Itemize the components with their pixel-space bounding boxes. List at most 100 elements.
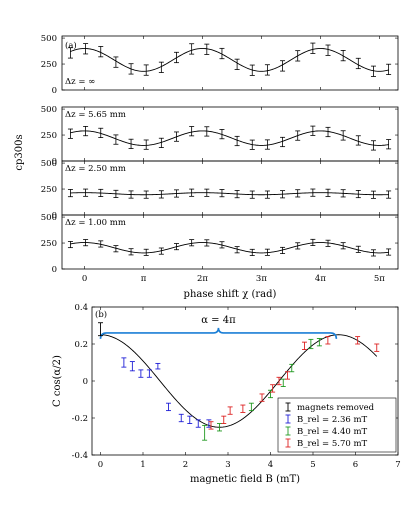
data-point bbox=[204, 188, 210, 197]
data-point bbox=[264, 64, 270, 76]
data-point bbox=[386, 139, 392, 150]
data-point bbox=[280, 190, 286, 199]
data-point bbox=[285, 371, 290, 380]
data-point bbox=[138, 369, 144, 378]
data-point bbox=[98, 46, 104, 58]
data-point bbox=[204, 239, 210, 247]
data-point bbox=[370, 65, 376, 77]
x-tick-label: 4 bbox=[268, 460, 273, 470]
x-tick-label: 6 bbox=[353, 460, 358, 470]
data-point bbox=[340, 50, 346, 62]
x-tick-label: 2 bbox=[183, 460, 188, 470]
y-tick-label: 0 bbox=[52, 211, 57, 221]
panel-b-label: (b) bbox=[95, 309, 107, 320]
data-point bbox=[67, 47, 73, 59]
panel-a-1: 0 250 500 Δz = ∞ bbox=[41, 34, 399, 96]
data-point bbox=[143, 139, 149, 150]
data-point bbox=[128, 248, 134, 256]
data-point bbox=[316, 338, 322, 347]
data-point bbox=[234, 190, 240, 199]
data-point bbox=[219, 129, 225, 140]
data-point bbox=[325, 239, 331, 247]
data-point bbox=[325, 44, 331, 56]
data-point bbox=[264, 190, 270, 199]
legend-entry: B_rel = 5.70 mT bbox=[297, 439, 368, 449]
x-tick-label: 0 bbox=[98, 460, 103, 470]
series-b-rel-5-70-mt bbox=[208, 336, 380, 430]
data-point bbox=[143, 248, 149, 256]
data-point bbox=[204, 126, 210, 137]
data-point bbox=[295, 189, 301, 198]
data-point bbox=[189, 126, 195, 137]
data-point bbox=[206, 419, 212, 428]
data-point bbox=[98, 188, 104, 197]
data-point bbox=[234, 135, 240, 147]
y-tick-label: 0 bbox=[52, 265, 57, 275]
y-axis-label: cp300s bbox=[14, 134, 25, 170]
data-point bbox=[310, 42, 316, 54]
data-point bbox=[158, 190, 164, 199]
panel-a-frame bbox=[61, 214, 399, 270]
y-tick-label: 500 bbox=[41, 159, 57, 169]
data-point bbox=[355, 135, 361, 146]
legend-entry: B_rel = 2.36 mT bbox=[297, 415, 368, 425]
data-point bbox=[174, 189, 180, 198]
data-point bbox=[264, 248, 270, 256]
data-point bbox=[174, 131, 180, 142]
fit-curve bbox=[70, 48, 389, 72]
y-tick-label: 500 bbox=[41, 213, 57, 223]
data-point bbox=[189, 239, 195, 247]
x-tick-label: π bbox=[141, 274, 147, 284]
data-point bbox=[280, 136, 286, 148]
data-point bbox=[221, 415, 227, 424]
data-point bbox=[83, 125, 89, 137]
data-point bbox=[217, 423, 222, 432]
data-point bbox=[240, 404, 246, 413]
data-point bbox=[268, 389, 273, 399]
data-point bbox=[113, 134, 119, 145]
data-point bbox=[249, 190, 255, 199]
data-point bbox=[158, 137, 164, 148]
data-point bbox=[158, 247, 164, 255]
data-point bbox=[128, 190, 134, 199]
series-b-rel-2-36-mt bbox=[121, 357, 212, 428]
y-axis-label: C cos(α/2) bbox=[52, 355, 63, 407]
fit-curve bbox=[100, 334, 378, 428]
data-point bbox=[202, 424, 208, 441]
data-point bbox=[325, 126, 331, 138]
y-tick-label: 0 bbox=[52, 157, 57, 167]
panel-b: -0.4 -0.2 0 0.2 0.4 0 1 2 3 4 5 6 7 magnetic field B … bbox=[52, 303, 401, 485]
data-point bbox=[234, 58, 240, 70]
data-point bbox=[374, 343, 380, 352]
data-point bbox=[325, 336, 331, 345]
data-point bbox=[310, 238, 316, 246]
data-point bbox=[98, 240, 104, 248]
legend-frame bbox=[277, 397, 397, 453]
data-point bbox=[370, 249, 376, 257]
data-point bbox=[264, 139, 270, 150]
data-point bbox=[249, 248, 255, 256]
fit-curve bbox=[70, 242, 389, 254]
data-point bbox=[219, 189, 225, 198]
data-point bbox=[355, 57, 361, 70]
data-point bbox=[370, 190, 376, 199]
x-tick-label: 1 bbox=[140, 460, 145, 470]
panel-a-label: (a) bbox=[65, 40, 77, 51]
data-point bbox=[386, 63, 392, 75]
y-tick-label: 500 bbox=[41, 34, 57, 44]
data-point bbox=[370, 140, 376, 151]
legend-entry: magnets removed bbox=[297, 403, 375, 413]
panel-a-3: 0 250 500 Δz = 2.50 mm bbox=[41, 159, 399, 221]
legend: magnets removed B_rel = 2.36 mT B_rel = 4.… bbox=[277, 397, 397, 453]
x-tick-label: 5 bbox=[310, 460, 315, 470]
alpha-bracket bbox=[99, 327, 338, 339]
data-point bbox=[83, 188, 89, 197]
subpanel-label: Δz = ∞ bbox=[65, 77, 95, 87]
data-point bbox=[219, 241, 225, 249]
data-point bbox=[276, 376, 282, 386]
data-point bbox=[325, 188, 331, 197]
y-tick-label: 0 bbox=[52, 86, 57, 96]
data-point bbox=[355, 245, 361, 253]
data-point bbox=[143, 190, 149, 199]
data-point bbox=[340, 242, 346, 250]
